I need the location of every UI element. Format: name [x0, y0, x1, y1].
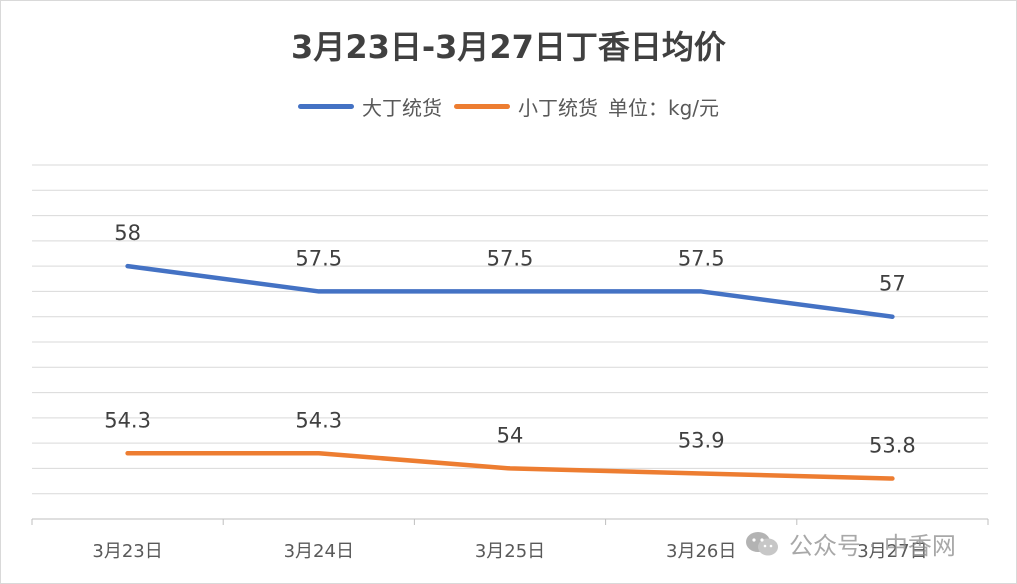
watermark: 公众号 · 中香网 [745, 526, 956, 561]
x-tick-label: 3月26日 [666, 541, 736, 562]
legend-swatch-series-1 [297, 104, 354, 109]
data-label: 57 [879, 272, 906, 296]
x-tick-label: 3月23日 [92, 541, 162, 562]
data-label: 54.3 [104, 408, 151, 432]
data-label: 53.8 [869, 434, 916, 458]
data-label: 57.5 [295, 246, 342, 270]
legend-swatch-series-2 [453, 104, 510, 109]
data-label: 54.3 [295, 408, 342, 432]
series-line-1 [125, 263, 895, 319]
legend-item-series-1: 大丁统货 [297, 92, 442, 121]
gridlines [32, 164, 988, 495]
legend: 大丁统货 小丁统货 单位：kg/元 [0, 92, 1017, 121]
series-line-2 [125, 451, 895, 481]
wechat-icon [746, 531, 778, 555]
data-label: 58 [114, 221, 141, 245]
legend-label-series-1: 大丁统货 [361, 96, 442, 120]
data-label: 57.5 [487, 246, 534, 270]
data-label: 57.5 [678, 246, 725, 270]
x-tick-label: 3月24日 [284, 541, 354, 562]
x-axis: 3月23日 3月24日 3月25日 3月26日 3月27日 [31, 518, 989, 562]
legend-label-series-2: 小丁统货 [517, 96, 598, 120]
x-tick-label: 3月25日 [475, 541, 545, 562]
chart-title: 3月23日-3月27日丁香日均价 [291, 28, 726, 66]
data-label: 54 [497, 423, 524, 447]
data-label: 53.9 [678, 428, 725, 452]
watermark-text: 公众号 · 中香网 [789, 532, 956, 560]
x-tick-label: 3月27日 [857, 541, 927, 562]
unit-note: 单位：kg/元 [607, 96, 719, 120]
data-labels: 58 57.5 57.5 57.5 57 54.3 54.3 54 53.9 53.8 [104, 221, 916, 457]
legend-item-series-2: 小丁统货 单位：kg/元 [453, 92, 719, 121]
series-lines [125, 263, 895, 481]
